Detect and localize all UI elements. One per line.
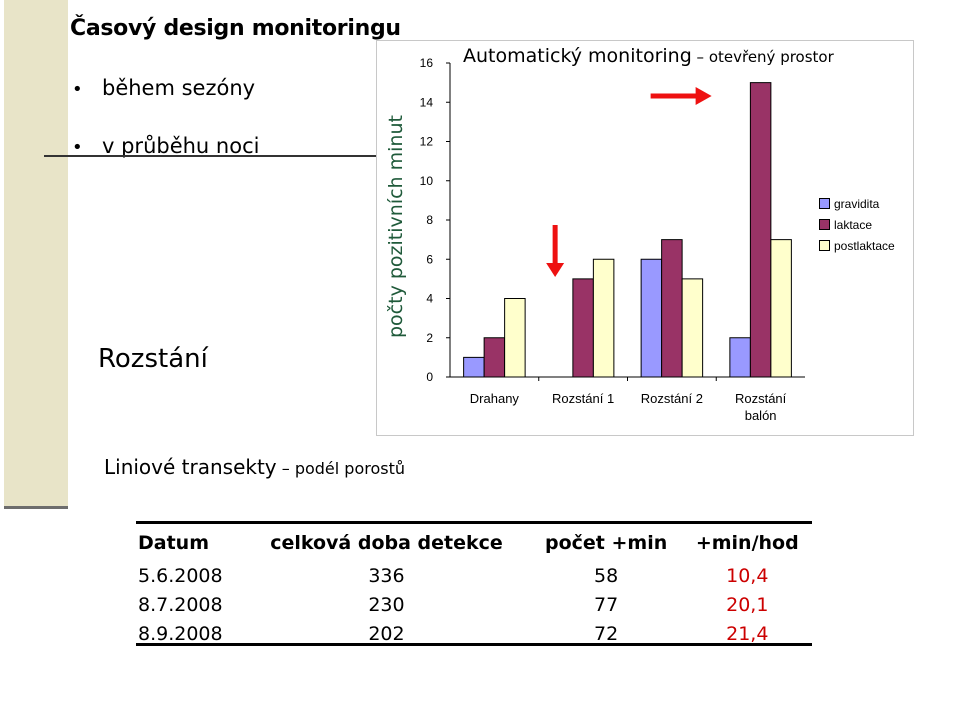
- bar-gravidita: [729, 337, 751, 378]
- cell-total-time: 230: [368, 593, 405, 616]
- cell-min-per-hour: 10,4: [726, 564, 769, 587]
- header-min-per-hour: +min/hod: [695, 532, 799, 554]
- table-header-row: Datum celková doba detekce počet +min +m…: [136, 521, 812, 561]
- bar-postlaktace: [681, 278, 704, 378]
- y-tick-label: 6: [426, 252, 433, 266]
- y-axis-label: počty pozitivních minut: [385, 115, 407, 338]
- slide-title: Časový design monitoringu: [70, 16, 401, 41]
- arrow-down-head-icon: [546, 263, 565, 277]
- bullet-dot: •: [72, 79, 83, 100]
- transect-main: Liniové transekty: [104, 455, 277, 479]
- cell-date: 5.6.2008: [138, 564, 223, 587]
- side-bar-rule: [4, 506, 68, 509]
- table-bottom-rule: [136, 643, 812, 646]
- chart-legend: gravidita laktace postlaktace: [819, 193, 895, 256]
- bullet-rule: [44, 155, 380, 157]
- x-tick-label: Rozstání: [735, 391, 787, 406]
- table-row: 5.6.2008 336 58 10,4: [136, 561, 812, 590]
- arrow-right-head-icon: [695, 87, 712, 105]
- x-tick-label: Drahany: [470, 391, 520, 406]
- bullet-item-season: • během sezóny: [72, 76, 255, 100]
- legend-item: postlaktace: [819, 235, 895, 256]
- chart-title: Automatický monitoring – otevřený prosto…: [463, 45, 834, 67]
- cell-min-per-hour: 21,4: [726, 622, 769, 645]
- y-tick-label: 0: [426, 370, 433, 384]
- x-tick-label: balón: [745, 408, 777, 423]
- bullet-item-night: • v průběhu noci: [72, 134, 259, 158]
- legend-swatch: [819, 240, 830, 251]
- legend-label: gravidita: [834, 196, 880, 211]
- legend-item: laktace: [819, 214, 895, 235]
- bullet-label-night: v průběhu noci: [102, 134, 260, 158]
- bar-postlaktace: [504, 298, 526, 378]
- y-tick-label: 16: [420, 56, 434, 70]
- bar-laktace: [572, 278, 594, 378]
- chart-title-main: Automatický monitoring: [463, 45, 692, 67]
- chart-title-sub: – otevřený prostor: [691, 48, 834, 66]
- place-label: Rozstání: [98, 344, 208, 374]
- y-tick-label: 14: [420, 95, 434, 109]
- header-positive-min: počet +min: [545, 532, 668, 554]
- legend-item: gravidita: [819, 193, 895, 214]
- y-tick-label: 4: [426, 292, 433, 306]
- bullet-dot: •: [72, 137, 83, 158]
- bar-laktace: [749, 82, 772, 378]
- header-total-time: celková doba detekce: [270, 532, 503, 554]
- transect-sub: – podél porostů: [276, 459, 406, 478]
- table-row: 8.9.2008 202 72 21,4: [136, 619, 812, 648]
- cell-positive-min: 58: [594, 564, 619, 587]
- side-bar: [4, 0, 68, 508]
- bullet-label-season: během sezóny: [102, 76, 256, 100]
- chart-box: Automatický monitoring – otevřený prosto…: [376, 40, 914, 436]
- y-tick-label: 8: [426, 213, 433, 227]
- x-tick-label: Rozstání 1: [552, 391, 614, 406]
- cell-min-per-hour: 20,1: [726, 593, 769, 616]
- table-top-rule: [136, 521, 812, 524]
- legend-swatch: [819, 198, 830, 209]
- legend-swatch: [819, 219, 830, 230]
- cell-date: 8.9.2008: [138, 622, 223, 645]
- bar-postlaktace: [592, 258, 615, 378]
- x-tick-label: Rozstání 2: [641, 391, 703, 406]
- cell-date: 8.7.2008: [138, 593, 223, 616]
- bar-gravidita: [640, 258, 663, 378]
- y-tick-label: 12: [420, 135, 434, 149]
- bar-laktace: [483, 337, 506, 378]
- y-tick-label: 10: [420, 174, 434, 188]
- cell-positive-min: 72: [594, 622, 619, 645]
- bar-chart: 0 2 4 6 8 10 12 14 16 Drahany Rozstání 1 Rozstání 2…: [420, 56, 805, 423]
- table-row: 8.7.2008 230 77 20,1: [136, 590, 812, 619]
- y-tick-label: 2: [426, 331, 433, 345]
- header-date: Datum: [138, 532, 209, 554]
- cell-total-time: 336: [368, 564, 405, 587]
- legend-label: postlaktace: [834, 238, 895, 253]
- bar-laktace: [661, 239, 683, 378]
- bar-gravidita: [463, 356, 485, 378]
- transect-label: Liniové transekty – podél porostů: [104, 455, 405, 479]
- cell-positive-min: 77: [594, 593, 619, 616]
- cell-total-time: 202: [368, 622, 405, 645]
- detection-table: Datum celková doba detekce počet +min +m…: [136, 521, 812, 648]
- legend-label: laktace: [834, 217, 873, 232]
- bar-postlaktace: [770, 239, 792, 378]
